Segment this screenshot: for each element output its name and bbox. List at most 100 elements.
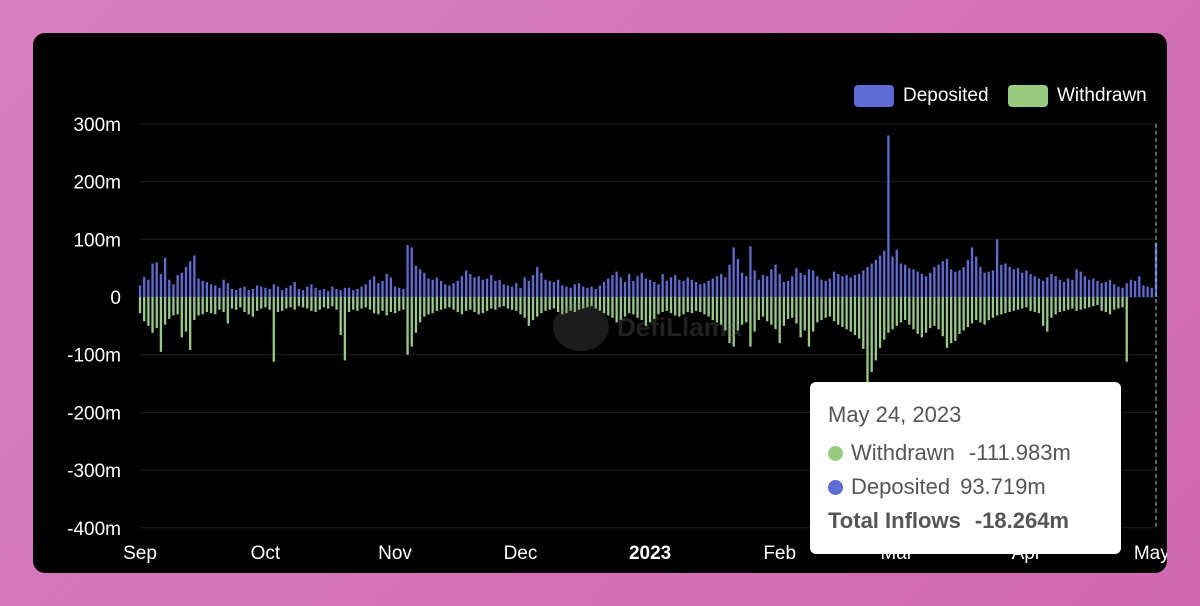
deposited-bar xyxy=(326,291,330,297)
deposited-bar xyxy=(172,284,175,297)
withdrawn-bar xyxy=(1092,297,1095,307)
withdrawn-bar xyxy=(1054,297,1057,315)
withdrawn-bar xyxy=(556,297,560,313)
withdrawn-bar xyxy=(364,297,367,308)
tooltip-row-withdrawn: Withdrawn -111.983m xyxy=(828,436,1103,470)
withdrawn-bar xyxy=(565,297,568,314)
withdrawn-bar xyxy=(874,297,878,361)
withdrawn-bar xyxy=(372,297,376,314)
deposited-bar xyxy=(1121,287,1124,297)
withdrawn-bar xyxy=(1117,297,1120,309)
legend-item-withdrawn[interactable]: Withdrawn xyxy=(1008,85,1147,107)
withdrawn-bar xyxy=(214,297,217,315)
deposited-bar xyxy=(582,286,585,297)
deposited-bar xyxy=(820,279,823,297)
deposited-bar xyxy=(615,271,618,297)
withdrawn-bar xyxy=(803,297,806,331)
deposited-bar xyxy=(933,266,936,297)
deposited-bar xyxy=(878,255,882,297)
deposited-bar xyxy=(473,277,476,297)
deposited-bar xyxy=(1016,268,1020,297)
withdrawn-bar xyxy=(393,297,397,314)
withdrawn-bar xyxy=(260,297,263,309)
withdrawn-bar xyxy=(711,297,714,321)
y-tick-label: 200m xyxy=(73,173,121,194)
withdrawn-bar xyxy=(653,297,656,319)
deposited-bar xyxy=(381,280,384,297)
withdrawn-bar xyxy=(703,297,706,315)
deposited-bar xyxy=(515,283,518,297)
tooltip-total-value: -18.264m xyxy=(974,508,1069,533)
deposited-bar xyxy=(674,275,677,297)
withdrawn-bar xyxy=(326,297,330,309)
deposited-bar xyxy=(209,284,213,297)
deposited-bar xyxy=(226,283,229,297)
withdrawn-bar xyxy=(189,297,192,351)
deposited-bar xyxy=(611,275,614,297)
deposited-bar xyxy=(619,277,622,297)
deposited-bar xyxy=(749,246,752,297)
withdrawn-bar xyxy=(490,297,493,309)
withdrawn-bar xyxy=(209,297,213,314)
withdrawn-bar xyxy=(841,297,844,328)
withdrawn-bar xyxy=(1016,297,1020,310)
withdrawn-bar xyxy=(1067,297,1070,310)
withdrawn-bar xyxy=(682,297,685,315)
deposited-bar xyxy=(966,260,970,297)
deposited-bar xyxy=(732,247,735,297)
withdrawn-bar xyxy=(657,297,660,315)
deposited-bar xyxy=(686,277,689,297)
deposited-bar xyxy=(916,271,919,297)
deposited-bar xyxy=(753,270,756,297)
withdrawn-bar xyxy=(569,297,572,311)
deposited-bar xyxy=(335,288,338,297)
withdrawn-bar xyxy=(795,297,798,324)
withdrawn-bar xyxy=(903,297,907,321)
x-tick-label: 2023 xyxy=(629,543,671,564)
deposited-bar xyxy=(857,273,861,297)
withdrawn-bar xyxy=(573,297,576,313)
withdrawn-bar xyxy=(452,297,455,310)
deposited-bar xyxy=(1008,266,1011,297)
deposited-bar xyxy=(310,284,313,297)
withdrawn-bar xyxy=(1025,297,1028,308)
deposited-bar xyxy=(799,272,802,297)
deposited-bar xyxy=(774,264,777,297)
withdrawn-bar xyxy=(502,297,505,307)
withdrawn-bar xyxy=(812,297,815,332)
legend-item-deposited[interactable]: Deposited xyxy=(854,85,989,107)
deposited-bar xyxy=(711,278,714,297)
withdrawn-bar xyxy=(929,297,932,329)
withdrawn-bar xyxy=(193,297,196,321)
deposited-bar xyxy=(1087,279,1091,297)
deposited-bar xyxy=(1058,279,1061,297)
deposited-bar xyxy=(853,275,857,297)
deposited-bar xyxy=(398,287,401,297)
deposited-bar xyxy=(832,271,836,297)
deposited-bar xyxy=(1092,278,1095,297)
withdrawn-bar xyxy=(949,297,953,344)
withdrawn-bar xyxy=(1004,297,1007,314)
deposited-bar xyxy=(510,286,514,297)
withdrawn-bar xyxy=(519,297,522,315)
withdrawn-bar xyxy=(498,297,501,308)
deposited-bar xyxy=(138,285,142,297)
deposited-bar xyxy=(1041,280,1045,297)
withdrawn-bar xyxy=(1012,297,1015,311)
deposited-bar xyxy=(343,287,347,297)
withdrawn-bar xyxy=(172,297,175,316)
deposited-bar xyxy=(970,247,974,297)
withdrawn-bar xyxy=(368,297,372,310)
deposited-bar xyxy=(469,273,472,297)
deposited-bar xyxy=(657,284,660,297)
deposited-bar xyxy=(1071,279,1074,297)
chart-tooltip: May 24, 2023 Withdrawn -111.983m Deposit… xyxy=(810,382,1121,554)
deposited-bar xyxy=(393,286,397,297)
withdrawn-bar xyxy=(456,297,459,313)
withdrawn-bar xyxy=(615,297,618,323)
deposited-bar xyxy=(812,270,815,297)
deposited-bar xyxy=(423,272,426,297)
withdrawn-bar xyxy=(439,297,443,310)
deposited-bar xyxy=(924,276,928,297)
